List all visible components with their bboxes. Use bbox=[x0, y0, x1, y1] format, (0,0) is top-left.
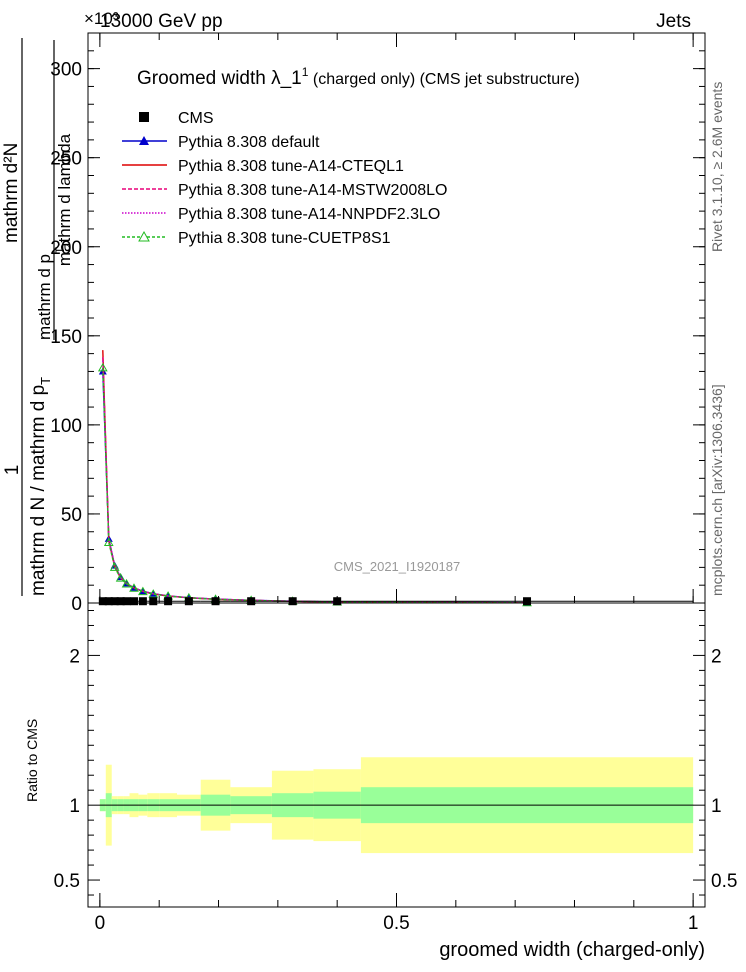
plot-title: Groomed width λ_11 (charged only) (CMS j… bbox=[137, 65, 580, 89]
xtick-label-1: 0.5 bbox=[383, 913, 409, 934]
main-plot-marks bbox=[97, 350, 694, 607]
series-point-4-2 bbox=[109, 562, 120, 571]
ratio-bands bbox=[99, 757, 694, 854]
analysis-watermark: CMS_2021_I1920187 bbox=[334, 559, 461, 574]
legend-label-4: Pythia 8.308 tune-A14-NNPDF2.3LO bbox=[178, 206, 440, 223]
series-point-4-5 bbox=[129, 583, 139, 592]
series-point-4-3 bbox=[115, 573, 126, 582]
ylabel-inner-den: mathrm d lambda bbox=[55, 133, 74, 266]
plot-title-sup: 1 bbox=[302, 65, 309, 79]
main-ytick-label-3: 150 bbox=[50, 327, 82, 348]
legend: CMS Pythia 8.308 default Pythia 8.308 tune… bbox=[122, 110, 447, 247]
ylabel-inner-num: mathrm d pT bbox=[35, 246, 67, 340]
xtick-label-0: 0 bbox=[95, 913, 106, 934]
series-point-4-0 bbox=[97, 362, 108, 372]
header-exponent: ×10³ bbox=[84, 9, 119, 28]
mcplots-label: mcplots.cern.ch [arXiv:1306.3436] bbox=[709, 384, 725, 596]
xlabel: groomed width (charged-only) bbox=[439, 939, 705, 961]
legend-marker-1 bbox=[139, 136, 149, 145]
ylabel-den-sub: T bbox=[38, 377, 53, 385]
legend-label-5: Pythia 8.308 tune-CUETP8S1 bbox=[178, 230, 391, 247]
plot-title-main: Groomed width λ_1 bbox=[137, 68, 302, 89]
series-line-2 bbox=[102, 357, 528, 604]
ylabel-numerator: mathrm d²N bbox=[1, 143, 22, 243]
series-point-4-1 bbox=[103, 537, 114, 546]
main-ytick-label-0: 0 bbox=[71, 594, 82, 615]
ratio-ytick-label-0: 0.5 bbox=[54, 871, 80, 892]
legend-label-0: CMS bbox=[178, 110, 214, 127]
legend-marker-5 bbox=[138, 230, 150, 242]
main-ytick-label-4: 200 bbox=[50, 238, 82, 259]
series-line-4 bbox=[102, 367, 528, 604]
axis-ticks: 0 50 100 150 200 250 300 0.5 0.5 1 1 2 2 0 0.5 1 bbox=[50, 32, 737, 934]
rivet-label: Rivet 3.1.10, ≥ 2.6M events bbox=[709, 82, 725, 252]
ylabel-den-text: mathrm d N / mathrm d p bbox=[28, 385, 49, 596]
legend-marker-0 bbox=[139, 112, 149, 122]
series-point-4-4 bbox=[121, 578, 132, 588]
series-line-3 bbox=[102, 360, 528, 604]
legend-label-2: Pythia 8.308 tune-A14-CTEQL1 bbox=[178, 158, 404, 175]
series-line-0 bbox=[102, 371, 528, 604]
main-ylabel: 1 mathrm d²N mathrm d N / mathrm d pT ma… bbox=[1, 38, 74, 596]
header-energy: 13000 GeV pp bbox=[100, 11, 223, 32]
series-point-4-6 bbox=[138, 586, 148, 596]
xtick-label-2: 1 bbox=[688, 913, 699, 934]
legend-label-1: Pythia 8.308 default bbox=[178, 134, 320, 151]
series-line-1 bbox=[102, 350, 528, 604]
ylabel-denominator: mathrm d N / mathrm d pT bbox=[28, 377, 53, 596]
main-ytick-label-5: 250 bbox=[50, 149, 82, 170]
plot-title-rest: (charged only) (CMS jet substructure) bbox=[308, 71, 579, 88]
ylabel-inner-num-sub: T bbox=[53, 246, 67, 254]
ylabel-one: 1 bbox=[2, 465, 23, 476]
ratio-ytick-label-2: 2 bbox=[69, 646, 80, 667]
legend-label-3: Pythia 8.308 tune-A14-MSTW2008LO bbox=[178, 182, 447, 199]
ratio-ylabel: Ratio to CMS bbox=[24, 719, 40, 802]
main-ytick-label-2: 100 bbox=[50, 416, 82, 437]
ratio-plot-frame bbox=[87, 602, 706, 908]
ratio-ytick-label-right-0: 0.5 bbox=[711, 871, 737, 892]
ratio-ytick-label-right-2: 2 bbox=[711, 646, 722, 667]
ratio-ytick-label-1: 1 bbox=[69, 796, 80, 817]
main-ytick-label-6: 300 bbox=[50, 60, 82, 81]
series-point-4-7 bbox=[148, 589, 159, 598]
header-jets: Jets bbox=[656, 11, 691, 32]
ratio-ytick-label-right-1: 1 bbox=[711, 796, 722, 817]
ylabel-inner-num-text: mathrm d p bbox=[35, 254, 54, 340]
main-ytick-label-1: 50 bbox=[61, 505, 82, 526]
